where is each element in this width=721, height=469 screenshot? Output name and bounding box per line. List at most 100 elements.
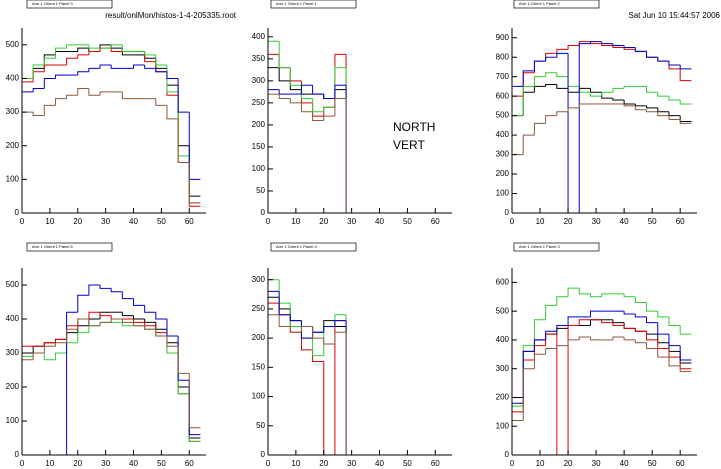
histogram-step [511,411,524,455]
histogram-step [110,65,123,69]
histogram-step [679,65,692,70]
histogram-step [177,91,190,157]
histogram-step [668,111,681,117]
histogram-step [121,91,134,100]
histogram-step [657,107,669,113]
histogram-step [289,67,302,82]
x-tick-label: 50 [403,217,412,226]
histogram-step [522,350,535,398]
panel-title: Arm 1 Orient 1 Panel 3 [519,244,560,249]
histogram-step [144,319,156,323]
annotation: NORTH [393,120,435,134]
histogram-step [679,365,692,373]
histogram-step [188,162,201,204]
histogram-step [657,339,669,350]
y-tick-label: 900 [496,33,510,42]
histogram-step [545,330,557,340]
histogram-step [623,45,636,48]
panel-title: Arm 1 Orient 1 Panel 2 [519,1,560,6]
y-tick-label: 100 [496,189,510,198]
x-tick-label: 50 [157,217,166,226]
histogram-step [88,51,101,55]
x-tick-label: 10 [291,459,300,468]
histogram-step [43,342,56,347]
histogram-step [21,111,34,213]
histogram-step [32,112,45,116]
subtitle: result/onlMon/histos-1-4-205335.root [105,11,237,20]
histogram-step [88,44,101,49]
histogram-step [345,98,358,214]
x-tick-label: 0 [266,217,271,226]
histogram-step [511,402,524,455]
histogram-step [623,103,636,107]
histogram-step [545,72,557,77]
histogram-step [334,320,347,455]
histogram-step [278,94,291,99]
histogram-step [144,322,156,327]
histogram-step [188,373,201,429]
histogram-step [634,47,647,52]
histogram-step [345,320,358,456]
histogram-step [323,361,335,456]
x-tick-label: 20 [319,217,328,226]
histogram-step [144,51,156,63]
x-tick-label: 50 [648,459,657,468]
histogram-step [601,91,613,97]
histogram-step [556,325,569,332]
histogram-step [66,332,78,340]
histogram-step [657,57,669,62]
x-tick-label: 60 [185,217,194,226]
panel-title: Arm 1 Orient 1 Panel 0 [32,1,73,6]
histogram-step [77,325,89,333]
histogram-step [623,85,636,89]
histogram-step [679,100,692,105]
histogram-step [334,331,347,344]
histogram-step [267,290,280,455]
histogram-step [32,67,45,79]
x-tick-label: 10 [291,217,300,226]
histogram-step [612,98,625,101]
histogram-step [300,326,313,339]
x-tick-label: 0 [510,459,515,468]
histogram-step [267,296,280,455]
histogram-step [657,348,669,358]
histogram-step [612,45,625,48]
y-tick-label: 0 [15,450,20,459]
histogram-step [533,85,546,93]
histogram-step [312,326,324,333]
histogram-step [323,106,335,112]
histogram-step [601,293,613,297]
histogram-step [612,336,625,340]
histogram-step [144,325,156,330]
histogram-step [334,84,347,99]
histogram-step [144,325,156,330]
histogram-step [155,329,167,337]
histogram-step [133,319,145,323]
histogram-step [578,87,591,93]
histogram-step [334,89,347,99]
y-tick-label: 300 [496,150,510,159]
histogram-step [323,115,335,121]
histogram-step [323,325,335,356]
histogram-step [312,111,324,121]
histogram-step [88,319,101,327]
histogram-step [21,352,34,455]
histogram-step [578,103,591,108]
histogram-step [99,285,112,289]
y-tick-label: 300 [496,364,510,373]
histogram-step [646,51,658,58]
histogram-step [511,419,524,455]
x-tick-label: 20 [564,217,573,226]
x-tick-label: 40 [375,217,384,226]
histogram-step [589,293,602,298]
histogram-step [612,319,625,324]
histogram-step [300,85,313,99]
histogram-step [334,320,347,327]
x-tick-label: 30 [101,217,110,226]
histogram-step [567,45,580,50]
histogram-step [511,154,524,213]
histogram-step [300,102,313,113]
histogram-step [334,97,347,117]
panel-title: Arm 1 Orient 1 Panel 4 [276,244,317,249]
histogram-step [679,325,692,335]
